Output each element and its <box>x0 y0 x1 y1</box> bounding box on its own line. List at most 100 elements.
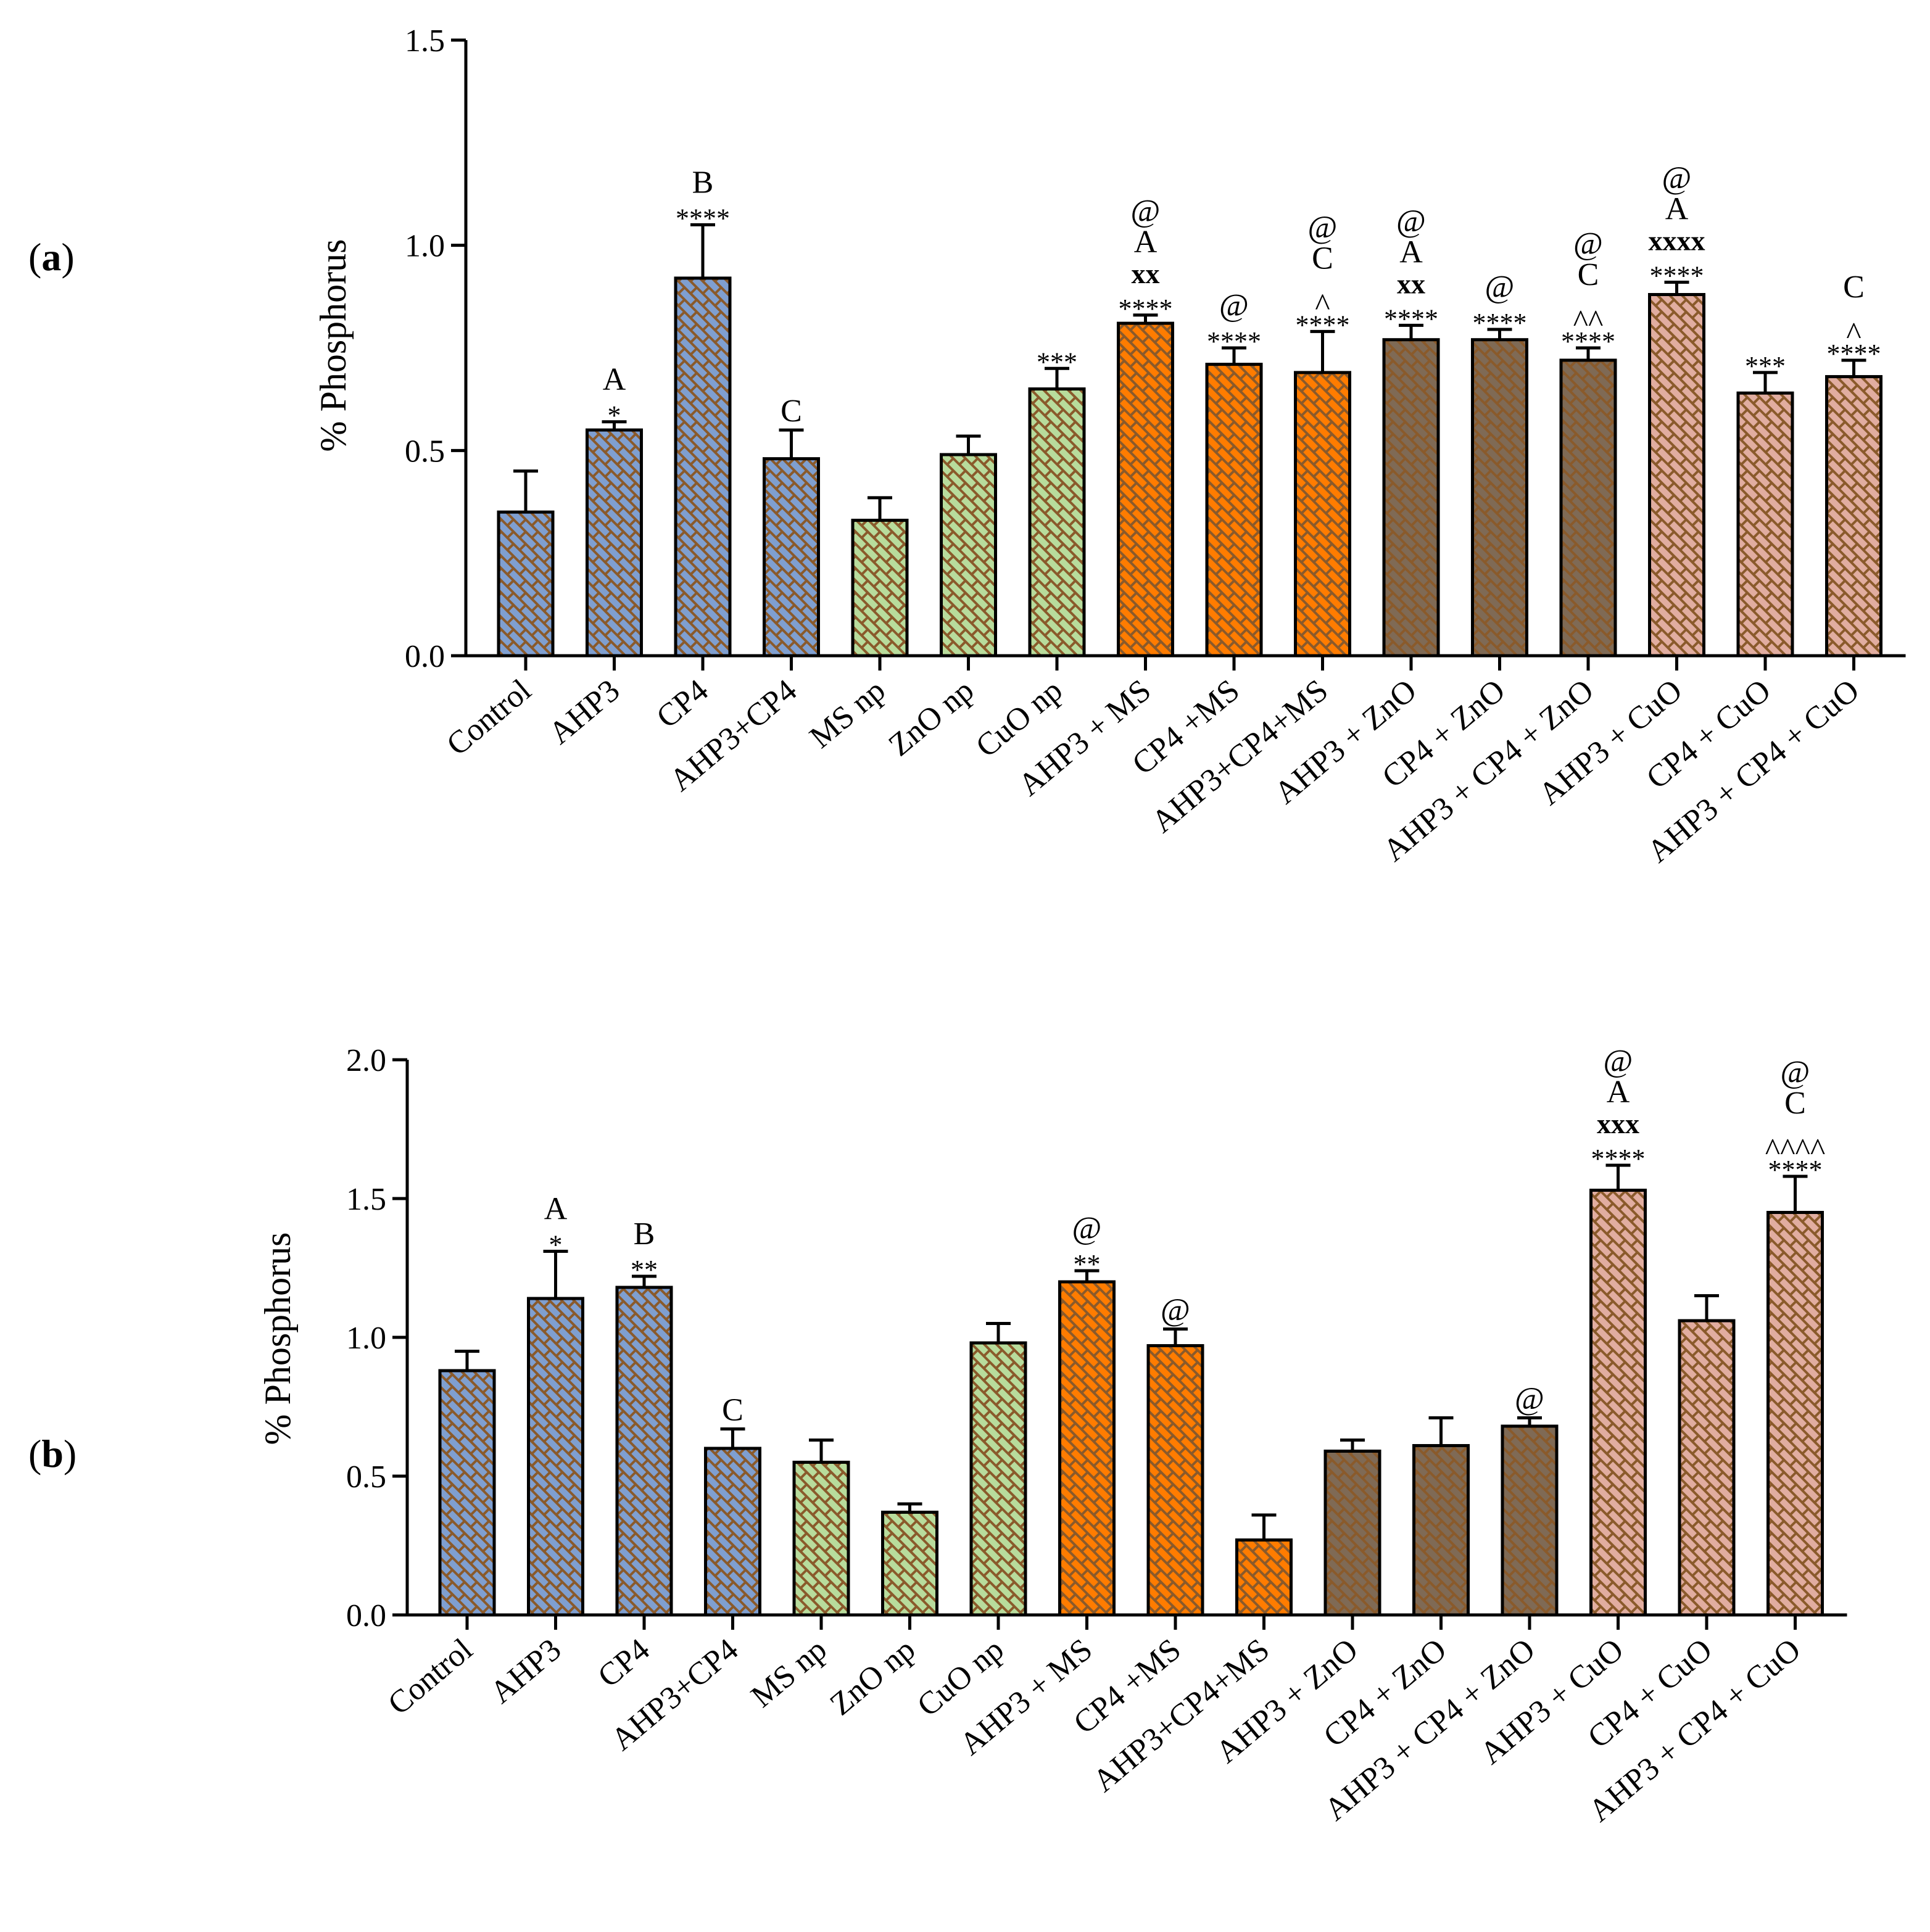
y-tick-label: 1.0 <box>405 229 445 264</box>
y-tick-label: 0.5 <box>346 1459 386 1495</box>
x-tick-label: AHP3 <box>484 1632 568 1711</box>
significance-annotation: xxxx <box>1649 225 1705 257</box>
significance-annotation: **** <box>1768 1155 1823 1185</box>
significance-annotation: ^ <box>1846 316 1861 352</box>
significance-annotation: **** <box>1296 310 1350 340</box>
significance-annotation: C <box>722 1393 743 1428</box>
significance-annotation: @ <box>1515 1382 1544 1417</box>
bar-cp4 <box>674 276 732 658</box>
significance-annotation: @ <box>1308 210 1338 245</box>
bar-ahp3-cp4-cuo <box>1766 1211 1824 1617</box>
significance-annotation: **** <box>1119 294 1173 324</box>
significance-annotation: @ <box>1161 1293 1190 1328</box>
x-tick-label: MS np <box>803 673 892 756</box>
significance-annotation: ^^ <box>1573 304 1604 339</box>
x-tick-label: AHP3 <box>542 673 626 751</box>
significance-annotation: A <box>1665 192 1689 227</box>
bar-ahp3-ms <box>1058 1280 1116 1617</box>
x-tick-label: ZnO np <box>824 1632 922 1723</box>
y-tick-label: 1.5 <box>405 23 445 59</box>
bar-ahp3-cp4 <box>704 1447 761 1617</box>
significance-annotation: @ <box>1072 1211 1102 1246</box>
x-tick-label: CP4 <box>650 673 714 735</box>
bar-ahp3-ms <box>1117 321 1174 658</box>
significance-annotation: @ <box>1485 270 1515 305</box>
bar-ahp3-cuo <box>1589 1189 1647 1617</box>
significance-annotation: ** <box>631 1255 658 1285</box>
bar-ahp3-cp4-ms <box>1294 371 1351 658</box>
x-tick-label: CP4 <box>591 1632 656 1695</box>
bar-ahp3-cuo <box>1648 293 1705 658</box>
significance-annotation: ^ <box>1315 287 1330 323</box>
bar-ahp3 <box>586 428 643 658</box>
significance-annotation: xx <box>1132 258 1160 289</box>
bar-ms-np <box>792 1461 850 1617</box>
y-tick-label: 0.5 <box>405 434 445 469</box>
bar-control <box>438 1369 496 1617</box>
bar-cuo-np <box>1028 387 1086 658</box>
significance-annotation: C <box>1843 270 1865 305</box>
bar-ahp3-zno <box>1323 1450 1381 1617</box>
bar-ahp3-cp4 <box>763 457 820 658</box>
significance-annotation: A <box>544 1192 568 1227</box>
bar-cp4-zno <box>1412 1444 1470 1617</box>
significance-annotation: xxx <box>1597 1108 1639 1139</box>
bar-zno-np <box>940 453 997 658</box>
significance-annotation: **** <box>1827 339 1881 369</box>
significance-annotation: B <box>692 165 714 200</box>
significance-annotation: @ <box>1131 194 1161 229</box>
significance-annotation: **** <box>1650 261 1704 291</box>
significance-annotation: @ <box>1219 288 1249 323</box>
y-tick-label: 2.0 <box>346 1043 386 1078</box>
panel-a-label: (a) <box>28 235 75 279</box>
significance-annotation: **** <box>1473 308 1527 338</box>
significance-annotation: A <box>1399 234 1423 270</box>
bar-cp4-cuo <box>1678 1319 1736 1617</box>
significance-annotation: @ <box>1396 204 1426 239</box>
significance-annotation: *** <box>1745 351 1786 381</box>
y-axis-title: % Phosphorus <box>257 1232 298 1445</box>
significance-annotation: * <box>549 1230 563 1260</box>
significance-annotation: **** <box>1591 1144 1646 1174</box>
y-tick-label: 0.0 <box>346 1598 386 1633</box>
significance-annotation: C <box>1578 257 1599 292</box>
y-axis-title: % Phosphorus <box>313 239 354 452</box>
bar-ahp3 <box>527 1297 584 1617</box>
significance-annotation: **** <box>1384 303 1438 334</box>
significance-annotation: A <box>1607 1075 1630 1110</box>
y-tick-label: 1.5 <box>346 1182 386 1217</box>
significance-annotation: @ <box>1781 1055 1810 1090</box>
bar-ahp3-cp4-ms <box>1235 1538 1293 1617</box>
y-tick-label: 1.0 <box>346 1321 386 1356</box>
significance-annotation: * <box>608 400 621 431</box>
significance-annotation: ** <box>1074 1249 1101 1279</box>
significance-annotation: **** <box>1561 326 1615 357</box>
significance-annotation: **** <box>676 203 730 233</box>
bar-cuo-np <box>969 1341 1027 1617</box>
bar-zno-np <box>881 1511 938 1617</box>
significance-annotation: @ <box>1573 226 1603 262</box>
bar-ahp3-cp4-zno <box>1501 1424 1559 1617</box>
bar-control <box>497 510 555 658</box>
significance-annotation: xx <box>1397 268 1425 299</box>
bar-cp4-ms <box>1205 363 1263 658</box>
significance-annotation: A <box>1134 225 1158 260</box>
significance-annotation: **** <box>1207 326 1261 357</box>
significance-annotation: @ <box>1604 1044 1633 1079</box>
significance-annotation: *** <box>1037 347 1077 377</box>
significance-annotation: @ <box>1662 161 1692 196</box>
x-tick-label: Control <box>381 1632 479 1722</box>
bar-ahp3-cp4-zno <box>1559 358 1617 658</box>
bar-ms-np <box>851 518 909 658</box>
significance-annotation: ^^^^ <box>1765 1133 1826 1168</box>
significance-annotation: C <box>1784 1086 1806 1121</box>
panel-b-label: (b) <box>28 1432 77 1476</box>
bar-ahp3-zno <box>1382 338 1440 658</box>
x-tick-label: Control <box>440 673 537 763</box>
bar-cp4-ms <box>1146 1344 1204 1617</box>
x-tick-label: ZnO np <box>882 673 980 764</box>
x-tick-label: MS np <box>745 1632 834 1715</box>
bar-ahp3-cp4-cuo <box>1825 375 1882 658</box>
